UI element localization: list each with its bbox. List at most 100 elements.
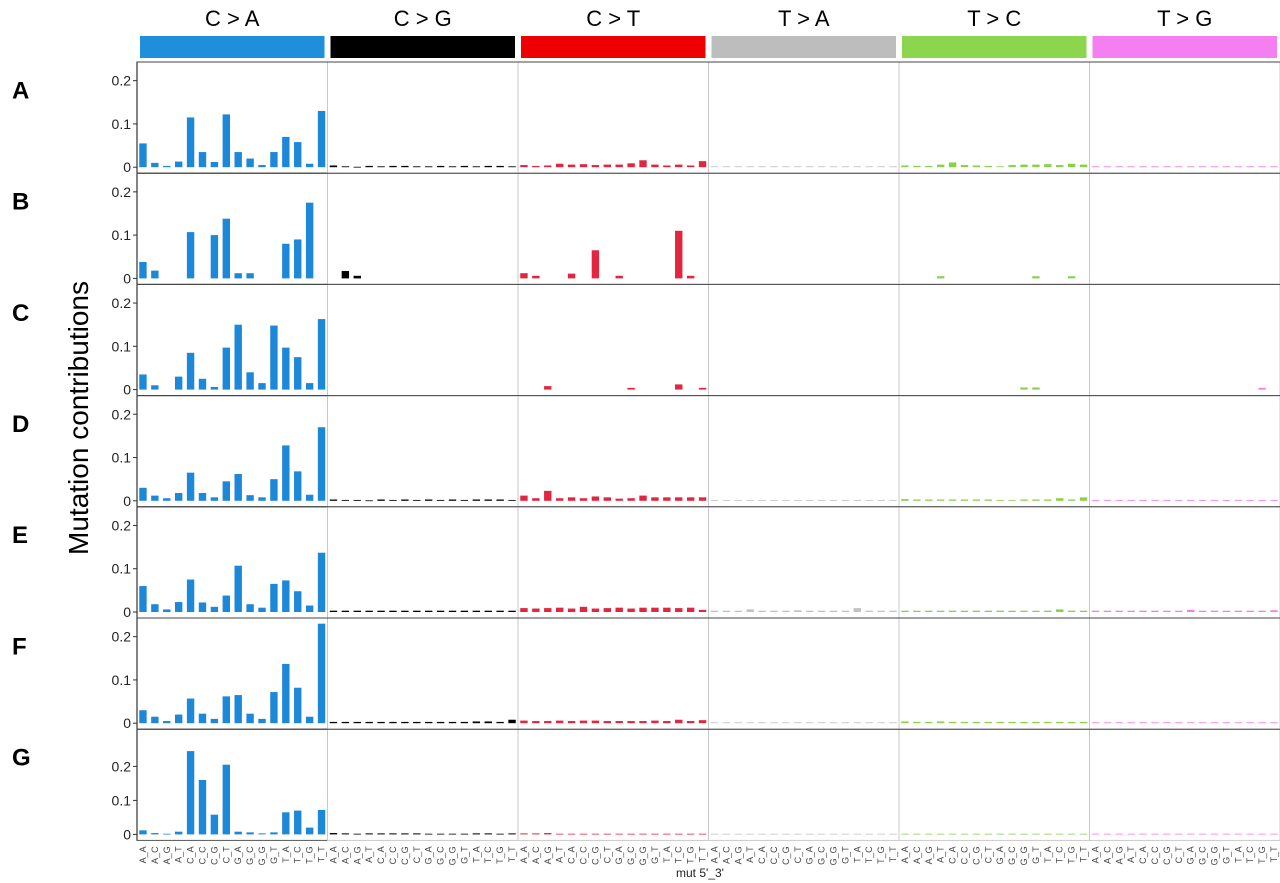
bar-e-1-A_A xyxy=(329,610,338,612)
bar-a-3-C_A xyxy=(758,166,766,168)
bar-b-4-A_T xyxy=(936,276,945,279)
bar-d-3-C_C xyxy=(770,499,778,501)
bar-d-4-G_T xyxy=(1032,499,1040,501)
bar-e-5-T_A xyxy=(1234,610,1243,612)
bar-b-0-A_A xyxy=(139,261,147,279)
bar-g-1-G_A xyxy=(425,833,433,835)
facet-frame xyxy=(708,395,900,508)
bar-d-4-A_T xyxy=(936,499,945,501)
bar-a-1-C_C xyxy=(389,165,397,168)
bar-g-1-A_G xyxy=(353,833,361,835)
bar-f-5-G_C xyxy=(1198,722,1207,724)
panel-label: C xyxy=(12,300,29,327)
bar-g-2-C_A xyxy=(567,833,576,835)
bar-d-5-T_T xyxy=(1270,499,1278,501)
bar-d-4-C_A xyxy=(948,499,957,501)
facet-frame xyxy=(708,283,900,397)
bar-g-0-T_C xyxy=(294,810,302,835)
x-context-label: G_C xyxy=(1007,846,1017,865)
bar-f-0-C_T xyxy=(222,696,230,724)
x-context-label: C_G xyxy=(781,846,791,865)
bar-a-1-G_A xyxy=(425,166,433,168)
substitution-label: T > A xyxy=(778,6,830,31)
bar-f-4-C_G xyxy=(972,721,981,724)
bar-d-0-G_T xyxy=(270,479,278,501)
bar-a-0-T_A xyxy=(282,136,290,168)
y-tick-label: 0.1 xyxy=(112,672,132,688)
bar-f-5-G_G xyxy=(1210,722,1219,724)
facet-frame xyxy=(517,728,709,841)
bar-d-2-T_G xyxy=(686,497,695,501)
bar-g-2-T_T xyxy=(698,833,707,835)
bar-d-4-A_A xyxy=(901,499,909,501)
x-context-label: T_T xyxy=(698,846,708,863)
bar-a-3-T_A xyxy=(853,166,862,168)
bar-d-1-G_C xyxy=(436,499,445,501)
x-context-label: G_T xyxy=(1221,846,1231,864)
bar-b-0-C_A xyxy=(186,232,195,279)
bar-f-1-T_A xyxy=(472,721,481,724)
bar-d-4-C_G xyxy=(972,499,981,501)
bar-d-2-T_C xyxy=(675,497,683,501)
x-context-label: C_C xyxy=(197,846,207,865)
bar-e-2-C_C xyxy=(579,606,588,612)
x-context-label: G_C xyxy=(626,846,636,865)
bar-e-0-T_A xyxy=(282,580,290,612)
bar-a-5-G_A xyxy=(1187,166,1195,168)
x-context-label: A_C xyxy=(721,846,731,864)
x-context-label: G_C xyxy=(245,846,255,865)
x-context-label: T_A xyxy=(852,846,862,863)
bar-a-1-T_T xyxy=(508,166,516,168)
x-context-label: A_A xyxy=(709,846,719,863)
bar-a-0-A_C xyxy=(151,162,159,168)
bar-b-1-A_G xyxy=(353,275,361,279)
bar-d-3-T_T xyxy=(889,499,897,501)
x-context-label: A_A xyxy=(1090,846,1100,863)
x-context-label: G_A xyxy=(995,846,1005,864)
bar-f-5-C_T xyxy=(1175,722,1183,724)
bar-g-2-C_C xyxy=(579,833,588,835)
bar-g-0-A_T xyxy=(174,831,183,835)
bar-f-2-C_C xyxy=(579,720,588,724)
bar-e-4-A_A xyxy=(901,610,909,612)
facet-frame xyxy=(517,617,709,730)
bar-d-2-A_A xyxy=(520,495,528,501)
x-context-label: C_T xyxy=(412,846,422,864)
bar-f-3-G_A xyxy=(806,722,814,724)
bar-a-4-C_A xyxy=(948,162,957,168)
bar-a-5-G_C xyxy=(1198,166,1207,168)
x-context-label: A_C xyxy=(531,846,541,864)
bar-f-2-G_G xyxy=(639,721,647,724)
panel-label: F xyxy=(12,633,27,660)
bar-a-2-T_A xyxy=(663,165,671,168)
y-tick-label: 0.1 xyxy=(112,792,132,808)
bar-a-4-A_G xyxy=(925,165,933,168)
bar-e-0-C_T xyxy=(222,595,230,612)
bar-d-4-T_C xyxy=(1056,498,1064,501)
bar-g-5-T_A xyxy=(1234,833,1243,835)
bar-a-4-T_T xyxy=(1079,164,1088,168)
bar-a-3-C_G xyxy=(782,166,790,168)
bar-a-5-A_A xyxy=(1091,166,1100,168)
bar-a-4-T_G xyxy=(1067,163,1076,168)
bar-f-3-G_T xyxy=(841,722,850,724)
bar-f-5-A_T xyxy=(1127,722,1135,724)
x-context-label: G_G xyxy=(1210,846,1220,865)
bar-d-5-C_G xyxy=(1163,499,1171,501)
bar-a-1-A_A xyxy=(329,165,338,168)
y-tick-label: 0.2 xyxy=(112,295,132,311)
bar-f-2-T_C xyxy=(675,719,683,724)
bar-f-5-A_G xyxy=(1115,722,1123,724)
bar-d-0-G_G xyxy=(258,497,266,501)
bar-g-3-T_C xyxy=(865,833,873,835)
bar-g-1-A_A xyxy=(329,833,338,835)
x-context-label: T_G xyxy=(1067,846,1077,864)
x-context-label: A_A xyxy=(138,846,148,863)
bar-f-0-T_C xyxy=(294,687,302,724)
bar-b-1-A_C xyxy=(341,271,350,279)
bar-b-2-A_C xyxy=(532,275,540,279)
bar-f-0-A_C xyxy=(151,716,159,724)
bar-a-4-G_T xyxy=(1032,164,1040,168)
bar-f-2-G_A xyxy=(615,721,623,724)
x-context-label: T_C xyxy=(483,846,493,864)
